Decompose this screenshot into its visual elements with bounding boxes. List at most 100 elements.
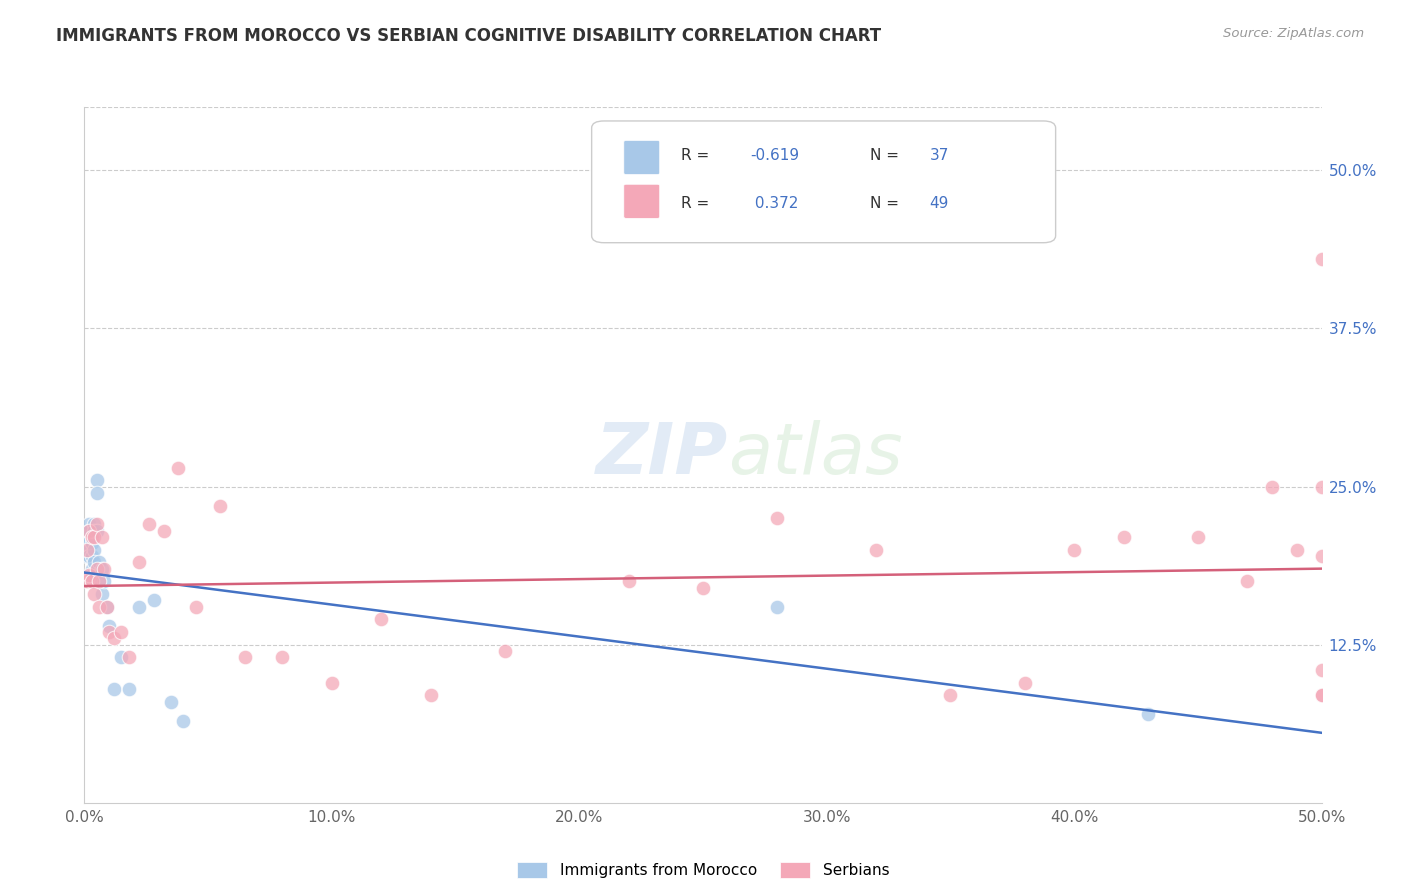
Point <box>86 486 108 500</box>
Point <box>103 681 125 696</box>
FancyBboxPatch shape <box>624 185 659 219</box>
Point <box>110 650 132 665</box>
Point <box>86 562 108 576</box>
Point <box>80 530 103 544</box>
Point <box>79 542 101 557</box>
Point <box>83 517 105 532</box>
Point <box>96 599 118 614</box>
Text: Source: ZipAtlas.com: Source: ZipAtlas.com <box>1223 27 1364 40</box>
Point <box>83 542 105 557</box>
Point <box>96 599 118 614</box>
Point <box>692 581 714 595</box>
Point <box>865 542 887 557</box>
Point <box>79 524 101 538</box>
Point <box>271 650 294 665</box>
Point <box>89 574 111 589</box>
Point <box>233 650 256 665</box>
Point <box>138 517 160 532</box>
Text: 49: 49 <box>929 195 949 211</box>
Point <box>79 549 101 563</box>
FancyBboxPatch shape <box>592 121 1056 243</box>
Point <box>80 574 103 589</box>
Point <box>1310 663 1333 677</box>
Point <box>1310 688 1333 702</box>
Text: IMMIGRANTS FROM MOROCCO VS SERBIAN COGNITIVE DISABILITY CORRELATION CHART: IMMIGRANTS FROM MOROCCO VS SERBIAN COGNI… <box>56 27 882 45</box>
Point <box>90 587 112 601</box>
Point <box>89 599 111 614</box>
Point <box>1236 574 1258 589</box>
Point <box>1112 530 1135 544</box>
Point <box>80 549 103 563</box>
Point <box>79 524 101 538</box>
Point <box>80 536 103 550</box>
Point <box>93 562 115 576</box>
Text: N =: N = <box>870 195 904 211</box>
Text: 37: 37 <box>929 148 949 163</box>
Point <box>167 460 190 475</box>
Text: atlas: atlas <box>728 420 903 490</box>
Point <box>1063 542 1085 557</box>
Point <box>370 612 392 626</box>
Point <box>494 644 516 658</box>
Legend: Immigrants from Morocco, Serbians: Immigrants from Morocco, Serbians <box>510 856 896 884</box>
Point <box>1137 707 1160 722</box>
Point <box>90 562 112 576</box>
Point <box>142 593 165 607</box>
Point <box>1310 549 1333 563</box>
Text: R =: R = <box>681 195 714 211</box>
Point <box>83 530 105 544</box>
Point <box>1187 530 1209 544</box>
Point <box>79 568 101 582</box>
Point <box>89 556 111 570</box>
Point <box>617 574 640 589</box>
Point <box>80 568 103 582</box>
Point <box>86 524 108 538</box>
Point <box>76 542 98 557</box>
Point <box>1310 688 1333 702</box>
Point <box>110 625 132 640</box>
Point <box>80 530 103 544</box>
Point <box>76 530 98 544</box>
Point <box>90 530 112 544</box>
Point <box>76 574 98 589</box>
Point <box>184 599 207 614</box>
Point <box>152 524 174 538</box>
Point <box>89 574 111 589</box>
Text: R =: R = <box>681 148 714 163</box>
Point <box>98 618 121 632</box>
Point <box>128 556 150 570</box>
Point <box>1285 542 1308 557</box>
Point <box>86 517 108 532</box>
Point <box>83 556 105 570</box>
Point <box>172 714 194 728</box>
Point <box>766 511 789 525</box>
Point <box>128 599 150 614</box>
Point <box>79 517 101 532</box>
Point <box>118 681 141 696</box>
Point <box>103 632 125 646</box>
Text: -0.619: -0.619 <box>749 148 799 163</box>
Text: 0.372: 0.372 <box>749 195 799 211</box>
Point <box>83 587 105 601</box>
Point <box>1261 479 1284 493</box>
Point <box>86 473 108 487</box>
Point <box>209 499 232 513</box>
Text: ZIP: ZIP <box>596 420 728 490</box>
Point <box>160 695 183 709</box>
Point <box>766 599 789 614</box>
Point <box>93 574 115 589</box>
Point <box>98 625 121 640</box>
Point <box>321 675 343 690</box>
Point <box>939 688 962 702</box>
Point <box>83 524 105 538</box>
Point <box>80 562 103 576</box>
Point <box>118 650 141 665</box>
Point <box>76 549 98 563</box>
Text: N =: N = <box>870 148 904 163</box>
Point <box>1014 675 1036 690</box>
FancyBboxPatch shape <box>624 140 659 175</box>
Point <box>1310 479 1333 493</box>
Point <box>1310 252 1333 266</box>
Point <box>76 536 98 550</box>
Point <box>419 688 441 702</box>
